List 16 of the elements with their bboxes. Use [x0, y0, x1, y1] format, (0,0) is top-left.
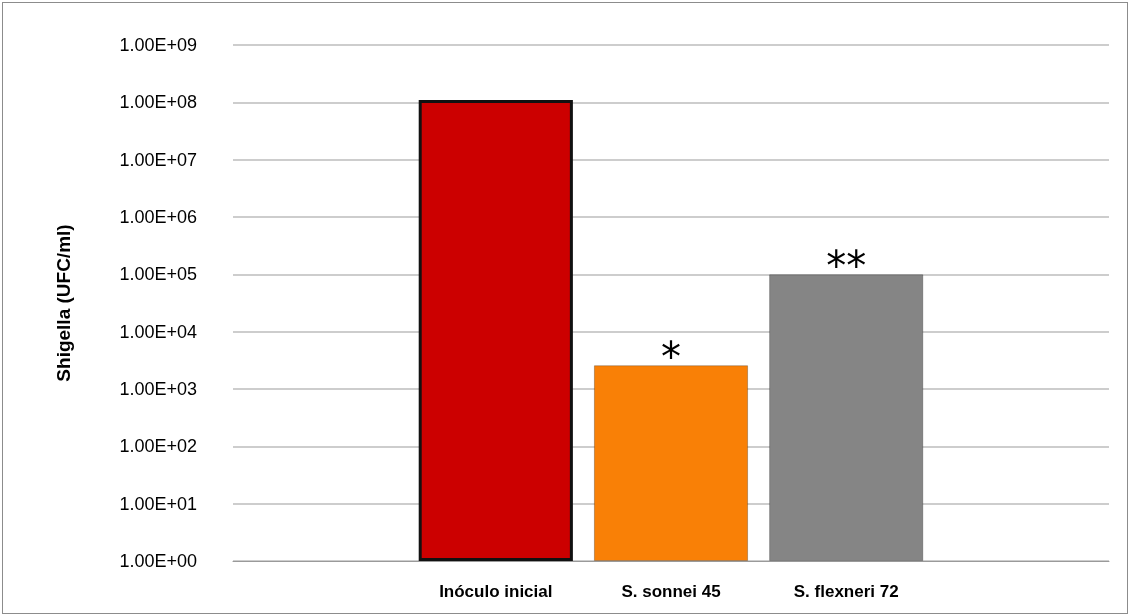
y-axis-title: Shigella (UFC/ml): [53, 224, 74, 382]
y-tick-label: 1.00E+06: [119, 207, 197, 227]
annotation: *: [661, 334, 681, 381]
y-tick-label: 1.00E+03: [119, 379, 197, 399]
y-tick-label: 1.00E+07: [119, 149, 197, 170]
y-tick-label: 1.00E+02: [119, 436, 197, 457]
y-tick-label: 1.00E+09: [119, 35, 197, 55]
annotation: **: [826, 243, 867, 290]
x-tick-label: S. flexneri 72: [793, 582, 899, 601]
y-tick-label: 1.00E+04: [119, 321, 197, 342]
y-tick-label: 1.00E+00: [119, 551, 197, 571]
y-tick-label: 1.00E+01: [119, 493, 197, 514]
y-tick-label: 1.00E+05: [119, 264, 197, 285]
y-tick-label: 1.00E+08: [119, 92, 197, 113]
x-tick-label: Inóculo inicial: [439, 582, 553, 601]
x-tick-label: S. sonnei 45: [621, 582, 721, 601]
